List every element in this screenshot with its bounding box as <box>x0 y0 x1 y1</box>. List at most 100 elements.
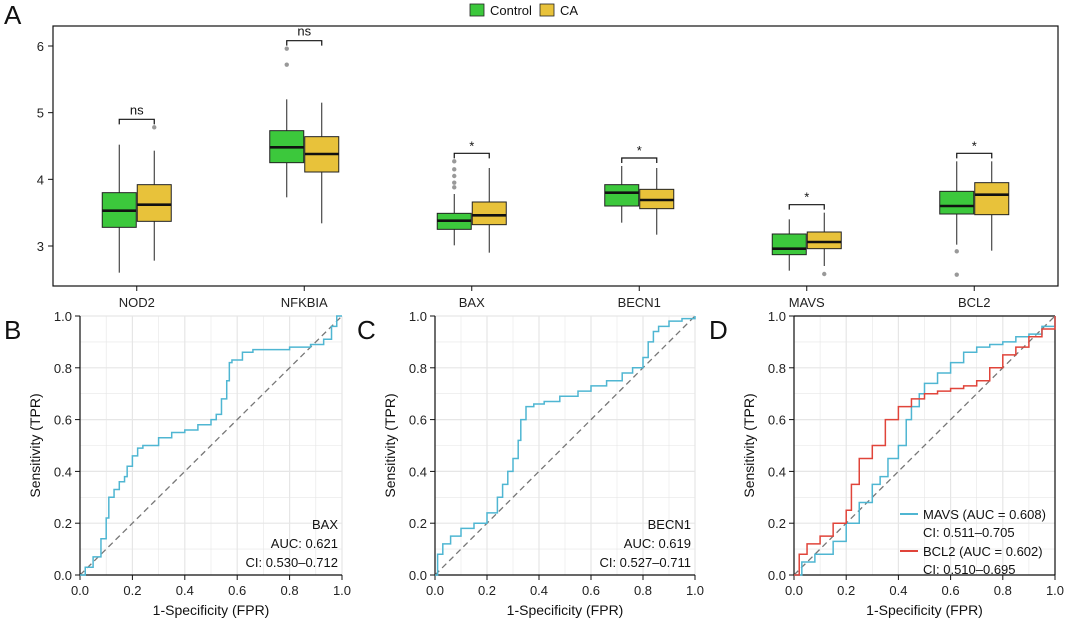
significance-bracket <box>956 152 993 159</box>
y-tick-label: 0.4 <box>409 464 427 479</box>
y-tick-label: 0.8 <box>54 361 72 376</box>
roc-panel-mavs-bcl2: 0.00.0 0.2 0.2 0.4 0.4 0.6 0.6 0.8 0.8 1.0 1.0 1-Sp… <box>741 309 1064 618</box>
outlier-point <box>284 62 289 67</box>
y-tick-label: 0.4 <box>768 464 786 479</box>
box-ca <box>806 231 842 250</box>
box-ca <box>974 182 1010 216</box>
x-tick-label: NOD2 <box>119 295 155 310</box>
outlier-point <box>954 272 959 277</box>
x-tick-label: 0.8 <box>994 583 1012 598</box>
outlier-point <box>822 271 827 277</box>
box-group: BAX * <box>436 138 507 310</box>
reference-diagonal <box>79 315 343 576</box>
y-axis-title: Sensitivity (TPR) <box>27 393 43 497</box>
outlier-point <box>954 249 959 254</box>
reference-diagonal <box>434 315 696 576</box>
significance-label: * <box>972 138 977 153</box>
roc-curve-1 <box>794 316 1056 576</box>
significance-label: * <box>637 143 642 158</box>
roc-panel-bax: 0.00.0 0.2 0.2 0.4 0.4 0.6 0.6 0.8 0.8 1.0 1.0 1-Sp… <box>27 309 351 618</box>
y-tick-label: 0.8 <box>409 361 427 376</box>
roc-panel-becn1: 0.00.0 0.2 0.2 0.4 0.4 0.6 0.6 0.8 0.8 1.0 1.0 1-Sp… <box>382 309 704 618</box>
box-control <box>604 184 640 207</box>
y-tick-label: 0.2 <box>768 516 786 531</box>
x-tick-label: 0.0 <box>785 583 803 598</box>
legend-label-control: Control <box>490 3 532 18</box>
y-tick-label: 0.2 <box>409 516 427 531</box>
box-group: BCL2 * <box>939 138 1010 310</box>
x-tick-label: 1.0 <box>1046 583 1064 598</box>
box-group: NOD2 ns <box>101 102 172 310</box>
x-tick-label: 0.6 <box>228 583 246 598</box>
box-control <box>939 190 975 215</box>
box-ca <box>471 201 507 226</box>
y-tick-label: 1.0 <box>409 309 427 324</box>
y-tick-label: 0.2 <box>54 516 72 531</box>
legend-swatch-control <box>469 3 485 17</box>
roc-annotation: AUC: 0.621 <box>271 536 338 551</box>
significance-bracket <box>621 157 658 163</box>
x-tick-label: 0.4 <box>530 583 548 598</box>
roc-legend-ci: CI: 0.511–0.705 <box>923 525 1015 540</box>
x-tick-label: 1.0 <box>333 583 351 598</box>
y-tick-label: 0.0 <box>54 568 72 583</box>
y-tick-label: 4 <box>37 172 44 187</box>
box-group: BECN1 * <box>604 143 675 310</box>
x-tick-label: 0.2 <box>478 583 496 598</box>
significance-label: ns <box>297 24 311 39</box>
x-tick-label: NFKBIA <box>281 295 328 310</box>
x-axis-title: 1-Specificity (FPR) <box>507 602 624 618</box>
panel-label-c: C <box>357 315 376 345</box>
y-tick-label: 5 <box>37 106 44 121</box>
x-tick-label: 0.0 <box>71 583 89 598</box>
significance-bracket <box>118 118 155 125</box>
x-tick-label: BECN1 <box>618 295 661 310</box>
x-tick-label: MAVS <box>789 295 825 310</box>
legend: Control CA <box>469 3 578 18</box>
y-tick-label: 0.0 <box>768 568 786 583</box>
panel-label-d: D <box>709 315 728 345</box>
roc-annotation: CI: 0.527–0.711 <box>599 555 691 570</box>
outlier-point <box>452 180 457 185</box>
box-ca <box>136 184 172 222</box>
significance-bracket <box>286 40 323 46</box>
x-axis-title: 1-Specificity (FPR) <box>153 602 270 618</box>
outlier-point <box>452 167 457 172</box>
roc-curve-0 <box>794 316 1056 576</box>
outlier-point <box>452 185 457 190</box>
panel-label-b: B <box>4 315 21 345</box>
roc-legend-label: BCL2 (AUC = 0.602) <box>923 544 1043 559</box>
y-tick-label: 0.6 <box>409 413 427 428</box>
roc-annotation: BAX <box>312 517 338 532</box>
box-group: NFKBIA ns <box>269 24 340 310</box>
y-tick-label: 0.0 <box>409 568 427 583</box>
y-tick-label: 3 <box>37 239 44 254</box>
reference-diagonal <box>793 315 1056 576</box>
roc-annotation: AUC: 0.619 <box>624 536 691 551</box>
x-tick-label: 0.0 <box>426 583 444 598</box>
y-tick-label: 6 <box>37 39 44 54</box>
outlier-point <box>452 159 457 164</box>
y-axis-title: Sensitivity (TPR) <box>382 393 398 497</box>
x-tick-label: 0.2 <box>837 583 855 598</box>
x-tick-label: 0.4 <box>889 583 907 598</box>
box-group: MAVS * <box>771 190 842 310</box>
roc-legend-ci: CI: 0.510–0.695 <box>923 562 1016 577</box>
x-tick-label: 0.8 <box>634 583 652 598</box>
y-tick-label: 0.6 <box>54 413 72 428</box>
roc-curve-0 <box>80 315 342 576</box>
box-control <box>771 233 807 256</box>
x-axis-title: 1-Specificity (FPR) <box>866 602 983 618</box>
x-tick-label: 1.0 <box>686 583 704 598</box>
y-axis-title: Sensitivity (TPR) <box>741 393 757 497</box>
x-tick-label: BAX <box>459 295 485 310</box>
x-tick-label: 0.6 <box>582 583 600 598</box>
legend-swatch-ca <box>539 3 555 17</box>
x-tick-label: 0.6 <box>942 583 960 598</box>
x-tick-label: 0.2 <box>123 583 141 598</box>
x-tick-label: 0.4 <box>176 583 194 598</box>
x-tick-label: 0.8 <box>281 583 299 598</box>
significance-bracket <box>788 204 825 210</box>
